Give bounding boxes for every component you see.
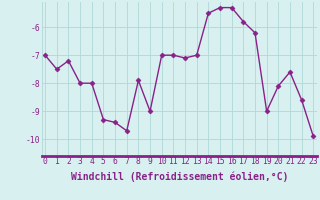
- X-axis label: Windchill (Refroidissement éolien,°C): Windchill (Refroidissement éolien,°C): [70, 172, 288, 182]
